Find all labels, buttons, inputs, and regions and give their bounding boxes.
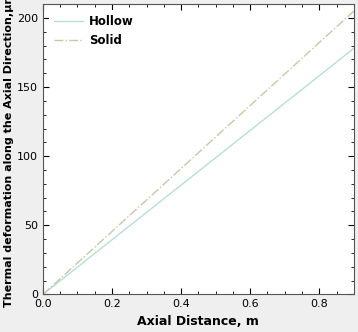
Y-axis label: Thermal deformation along the Axial Direction,μm: Thermal deformation along the Axial Dire… — [4, 0, 14, 307]
Legend: Hollow, Solid: Hollow, Solid — [49, 10, 139, 51]
X-axis label: Axial Distance, m: Axial Distance, m — [137, 315, 259, 328]
